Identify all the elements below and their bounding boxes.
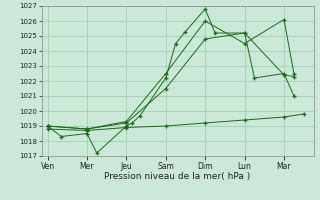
X-axis label: Pression niveau de la mer( hPa ): Pression niveau de la mer( hPa ) (104, 172, 251, 181)
